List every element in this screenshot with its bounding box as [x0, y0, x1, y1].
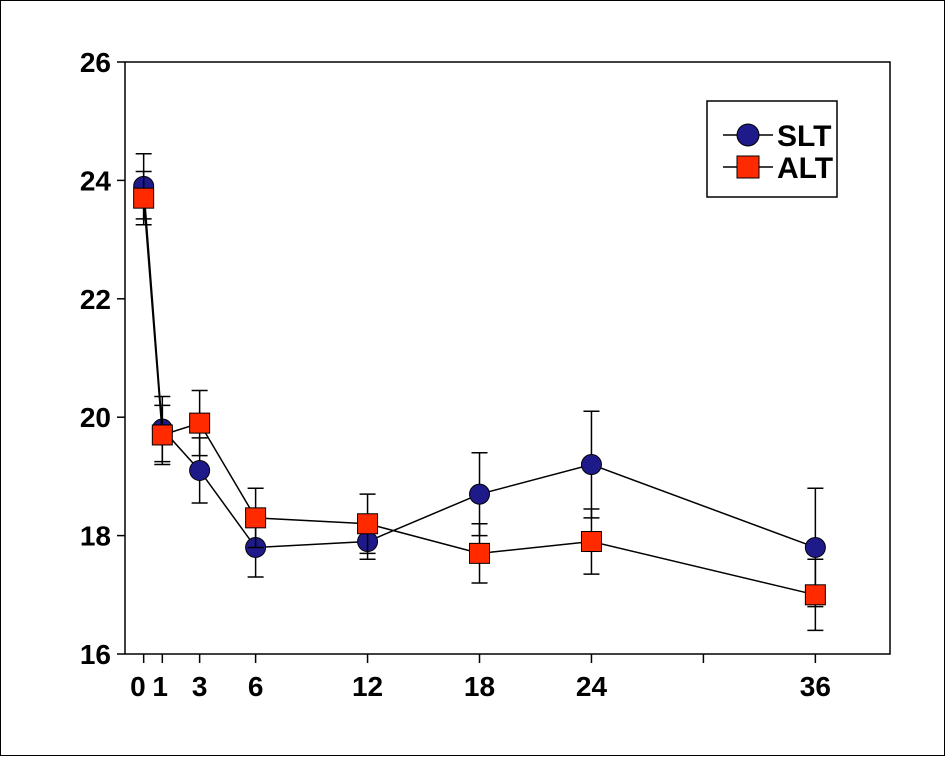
- data-point-alt: [804, 584, 826, 606]
- data-point-alt: [357, 513, 379, 535]
- data-point-alt: [151, 424, 173, 446]
- plot-area: [124, 61, 891, 655]
- data-point-slt: [580, 454, 602, 476]
- data-point-alt: [133, 187, 155, 209]
- x-tick-label: 6: [248, 671, 264, 702]
- x-tick-label: 18: [464, 671, 495, 702]
- y-tick-label: 20: [80, 402, 111, 433]
- x-tick-label: 24: [576, 671, 608, 702]
- y-tick-label: 16: [80, 639, 111, 670]
- y-tick-label: 18: [80, 521, 111, 552]
- legend-label-slt: SLT: [777, 120, 831, 153]
- legend-marker-slt: [736, 123, 760, 147]
- legend-marker-alt: [736, 155, 760, 179]
- y-tick-label: 26: [80, 47, 111, 78]
- data-point-alt: [245, 507, 267, 529]
- x-tick-label: 36: [800, 671, 831, 702]
- x-tick-label: 12: [352, 671, 383, 702]
- x-axis: 0 1 3 6 12 18 24 36: [130, 654, 831, 702]
- legend-box: [706, 100, 838, 198]
- data-point-alt: [189, 412, 211, 434]
- y-axis: 16 18 20 22 24 26: [80, 47, 125, 670]
- y-tick-label: 24: [80, 165, 112, 196]
- legend: SLT ALT: [706, 100, 838, 198]
- data-point-alt: [469, 542, 491, 564]
- x-tick-label: 0: [130, 671, 146, 702]
- legend-label-alt: ALT: [777, 152, 833, 185]
- data-point-slt: [189, 459, 211, 481]
- series-layer: [133, 153, 826, 632]
- y-tick-label: 22: [80, 284, 111, 315]
- x-tick-label: 3: [192, 671, 208, 702]
- series-alt: [133, 170, 826, 632]
- data-point-slt: [469, 483, 491, 505]
- data-point-alt: [580, 531, 602, 553]
- data-point-slt: [804, 536, 826, 558]
- x-tick-label: 1: [152, 671, 168, 702]
